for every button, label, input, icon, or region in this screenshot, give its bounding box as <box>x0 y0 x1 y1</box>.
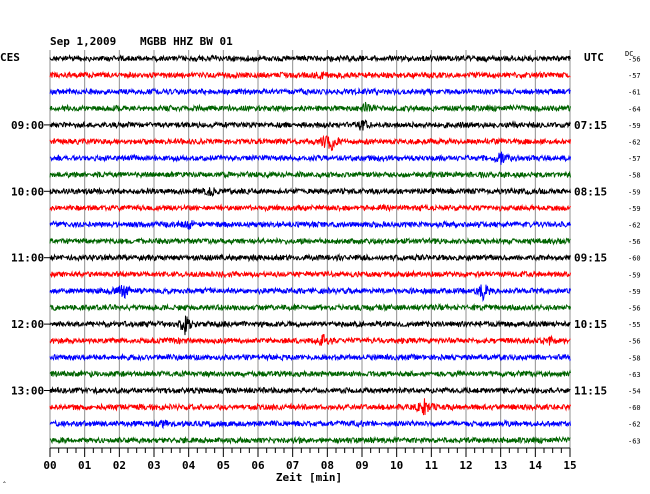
dc-offset-label-7: -58 <box>628 172 641 180</box>
dc-offset-label-5: -62 <box>628 139 641 147</box>
trace-row-5 <box>49 134 571 152</box>
x-tick-label-11: 11 <box>425 459 439 472</box>
x-tick-label-00: 00 <box>43 459 56 472</box>
dc-offset-label-9: -59 <box>628 205 641 213</box>
dc-offset-label-18: -58 <box>628 354 641 362</box>
right-hour-label-1: 08:15 <box>574 185 607 198</box>
dc-offset-label-11: -56 <box>628 238 641 246</box>
dc-offset-label-8: -59 <box>628 188 641 196</box>
trace-row-18 <box>49 352 571 362</box>
x-tick-label-15: 15 <box>563 459 576 472</box>
dc-offset-label-0: -56 <box>628 56 641 64</box>
trace-row-22 <box>49 418 571 430</box>
corner-mark: ˆ <box>2 480 7 490</box>
dc-offset-label-23: -63 <box>628 437 641 445</box>
trace-row-15 <box>49 302 571 312</box>
trace-row-4 <box>49 119 571 131</box>
x-tick-label-01: 01 <box>78 459 92 472</box>
trace-row-6 <box>49 151 571 165</box>
left-hour-label-0: 09:00 <box>11 119 44 132</box>
dc-offset-label-17: -56 <box>628 338 641 346</box>
trace-row-1 <box>49 70 571 80</box>
trace-row-23 <box>49 435 571 445</box>
trace-row-10 <box>49 219 571 230</box>
minute-grid <box>49 50 571 448</box>
trace-row-8 <box>49 186 571 198</box>
dc-offset-label-4: -59 <box>628 122 641 130</box>
right-timezone-label: UTC <box>584 51 604 64</box>
x-tick-label-05: 05 <box>217 459 230 472</box>
dc-offset-label-22: -62 <box>628 421 641 429</box>
x-tick-label-10: 10 <box>390 459 403 472</box>
right-hour-label-0: 07:15 <box>574 119 607 132</box>
trace-row-0 <box>49 54 571 64</box>
left-hour-label-1: 10:00 <box>11 185 44 198</box>
dc-header-label: DC <box>625 50 633 58</box>
trace-row-2 <box>49 87 571 97</box>
x-tick-label-14: 14 <box>529 459 543 472</box>
trace-row-13 <box>49 269 571 279</box>
dc-offset-label-1: -57 <box>628 72 641 80</box>
trace-row-17 <box>49 334 571 346</box>
x-tick-label-03: 03 <box>147 459 160 472</box>
trace-row-3 <box>49 101 571 113</box>
right-hour-label-4: 11:15 <box>574 385 607 398</box>
right-hour-label-3: 10:15 <box>574 318 607 331</box>
x-axis: 00 01 02 03 04 05 06 07 08 09 10 11 12 13 14 15 <box>43 447 577 472</box>
dc-offset-label-6: -57 <box>628 155 641 163</box>
dc-offset-label-16: -55 <box>628 321 641 329</box>
header-date: Sep 1,2009 <box>50 35 116 48</box>
trace-row-14 <box>49 284 571 303</box>
dc-offset-label-13: -59 <box>628 271 641 279</box>
dc-offset-label-19: -63 <box>628 371 641 379</box>
header: Sep 1,2009 MGBB HHZ BW 01 <box>50 35 233 48</box>
x-tick-label-09: 09 <box>355 459 368 472</box>
left-hour-label-3: 12:00 <box>11 318 44 331</box>
trace-row-12 <box>49 252 571 263</box>
left-timezone-label: CES <box>0 51 20 64</box>
trace-row-20 <box>49 386 571 396</box>
left-hour-label-2: 11:00 <box>11 252 44 265</box>
trace-row-19 <box>49 369 571 379</box>
header-station: MGBB HHZ BW 01 <box>140 35 233 48</box>
trace-row-16 <box>49 315 571 336</box>
x-tick-label-06: 06 <box>251 459 265 472</box>
dc-offset-label-14: -59 <box>628 288 641 296</box>
dc-offset-label-21: -60 <box>628 404 641 412</box>
dc-offset-label-2: -61 <box>628 89 641 97</box>
x-tick-label-12: 12 <box>459 459 472 472</box>
dc-offset-label-12: -60 <box>628 255 641 263</box>
dc-offset-label-3: -64 <box>628 105 641 113</box>
trace-rows <box>49 54 571 445</box>
trace-row-21 <box>49 398 571 416</box>
x-tick-label-08: 08 <box>321 459 334 472</box>
x-tick-label-07: 07 <box>286 459 299 472</box>
trace-row-11 <box>49 236 571 246</box>
left-hour-label-4: 13:00 <box>11 385 44 398</box>
trace-row-9 <box>49 203 571 213</box>
dc-offset-label-15: -56 <box>628 305 641 313</box>
trace-row-7 <box>49 170 571 180</box>
x-axis-label: Zeit [min] <box>276 471 342 484</box>
dc-offset-label-20: -54 <box>628 388 641 396</box>
dc-offset-label-10: -62 <box>628 222 641 230</box>
right-hour-label-2: 09:15 <box>574 252 607 265</box>
row-labels: 09:00 10:00 11:00 12:00 13:00 07:15 08:15 09:15… <box>11 56 641 446</box>
x-tick-label-02: 02 <box>113 459 126 472</box>
x-tick-label-13: 13 <box>494 459 507 472</box>
x-tick-label-04: 04 <box>182 459 196 472</box>
